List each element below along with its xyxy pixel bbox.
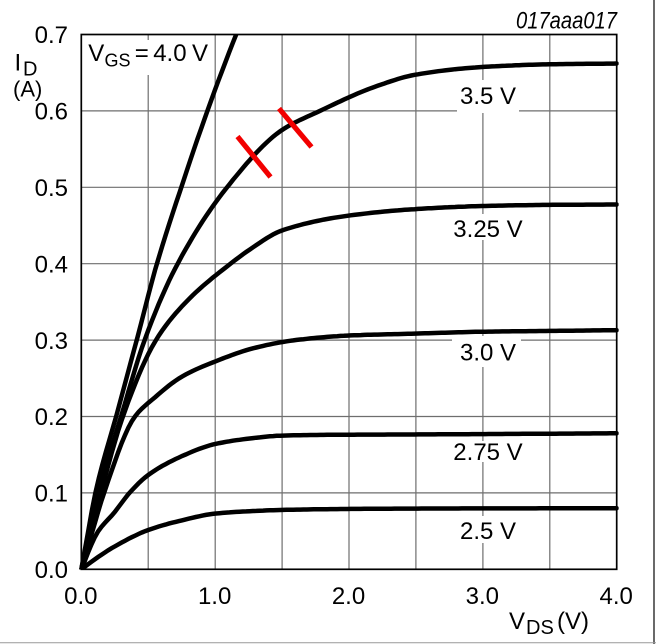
svg-text:4.0: 4.0 bbox=[153, 40, 186, 67]
svg-text:1.0: 1.0 bbox=[198, 583, 231, 610]
svg-text:2.5 V: 2.5 V bbox=[460, 518, 516, 545]
svg-text:(V): (V) bbox=[557, 608, 589, 635]
svg-text:0.7: 0.7 bbox=[35, 22, 68, 49]
svg-text:3.0: 3.0 bbox=[466, 583, 499, 610]
svg-text:D: D bbox=[23, 59, 37, 81]
svg-text:GS: GS bbox=[105, 51, 131, 71]
svg-text:3.5 V: 3.5 V bbox=[460, 83, 516, 110]
svg-text:=: = bbox=[135, 40, 149, 67]
svg-text:0.3: 0.3 bbox=[35, 328, 68, 355]
svg-text:3.25 V: 3.25 V bbox=[453, 216, 522, 243]
svg-text:3.0 V: 3.0 V bbox=[460, 340, 516, 367]
svg-text:V: V bbox=[88, 40, 104, 67]
svg-text:4.0: 4.0 bbox=[600, 583, 633, 610]
svg-text:0.0: 0.0 bbox=[35, 557, 68, 584]
svg-text:0.4: 0.4 bbox=[35, 251, 68, 278]
svg-text:I: I bbox=[15, 50, 22, 77]
svg-text:V: V bbox=[192, 40, 208, 67]
svg-text:DS: DS bbox=[526, 617, 554, 639]
svg-text:0.6: 0.6 bbox=[35, 99, 68, 126]
svg-text:0.1: 0.1 bbox=[35, 481, 68, 508]
svg-text:0.2: 0.2 bbox=[35, 404, 68, 431]
svg-text:017aaa017: 017aaa017 bbox=[516, 7, 618, 34]
svg-text:2.75 V: 2.75 V bbox=[453, 439, 522, 466]
svg-text:(A): (A) bbox=[13, 77, 42, 102]
svg-text:0.5: 0.5 bbox=[35, 175, 68, 202]
svg-text:V: V bbox=[509, 608, 525, 635]
svg-text:2.0: 2.0 bbox=[332, 583, 365, 610]
svg-text:0.0: 0.0 bbox=[64, 583, 97, 610]
